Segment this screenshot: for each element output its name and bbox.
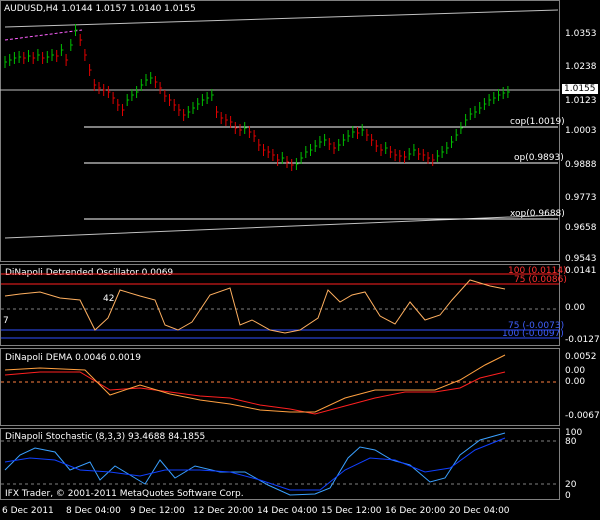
- osc-band-label: 75 (0.0086): [514, 275, 567, 285]
- osc-axis-label: 0.00: [565, 303, 586, 313]
- dema-axis-label: -0.0067: [565, 411, 600, 421]
- price-axis-label: 1.0003: [565, 126, 597, 136]
- dema-pane[interactable]: [0, 348, 560, 426]
- stoch-axis-label: 100: [565, 428, 583, 438]
- stoch-k-line: [4, 432, 506, 496]
- channel-line: [4, 9, 559, 28]
- osc-band-label: 100 (-0.0097): [502, 329, 564, 339]
- time-axis-label: 12 Dec 20:00: [193, 506, 254, 516]
- time-axis-label: 9 Dec 12:00: [130, 506, 185, 516]
- time-axis-label: 6 Dec 2011: [2, 506, 54, 516]
- dema-axis-label: 0.0052: [565, 352, 597, 362]
- time-axis-label: 15 Dec 12:00: [321, 506, 382, 516]
- dema-fast-line: [4, 354, 506, 413]
- stoch-d-line: [4, 437, 506, 491]
- level-label-op: op(0.9893): [514, 153, 564, 163]
- price-axis-label: 1.0238: [565, 62, 597, 72]
- copyright-text: IFX Trader, © 2001-2011 MetaQuotes Softw…: [5, 489, 244, 499]
- level-label-xop: xop(0.9688): [510, 209, 565, 219]
- price-pane[interactable]: [0, 0, 560, 262]
- dema-title: DiNapoli DEMA 0.0046 0.0019: [5, 353, 142, 363]
- stochastic-title: DiNapoli Stochastic (8,3,3) 93.4688 84.1…: [5, 432, 206, 442]
- time-axis-label: 8 Dec 04:00: [66, 506, 121, 516]
- dema-axis-label: 0.00: [565, 377, 586, 387]
- price-axis-label: 0.9658: [565, 223, 597, 233]
- price-axis-label: 0.9773: [565, 193, 597, 203]
- osc-marker-left: 7: [3, 316, 9, 326]
- symbol-info: AUDUSD,H4 1.0144 1.0157 1.0140 1.0155: [4, 4, 196, 14]
- time-axis-label: 20 Dec 04:00: [449, 506, 510, 516]
- osc-axis-label: 0.0141: [565, 266, 597, 276]
- oscillator-title: DiNapoli Detrended Oscillator 0.0069: [5, 268, 174, 278]
- price-axis-label: 0.9543: [565, 254, 597, 264]
- price-axis-label: 0.9888: [565, 160, 597, 170]
- time-axis-label: 14 Dec 04:00: [257, 506, 318, 516]
- osc-axis-label: -0.0127: [565, 335, 600, 345]
- price-axis-label: 1.0353: [565, 29, 597, 39]
- time-axis-label: 16 Dec 20:00: [385, 506, 446, 516]
- osc-band-label: 75 (-0.0073): [508, 321, 565, 331]
- trend-dash: [4, 29, 83, 41]
- osc-marker-mid: 42: [103, 294, 115, 304]
- dema-slow-line: [4, 371, 506, 415]
- current-price-marker: 1.0155: [562, 84, 598, 94]
- dema-axis-label: 0.00: [565, 366, 586, 376]
- stoch-axis-label: 20: [565, 480, 577, 490]
- oscillator-line: [4, 279, 506, 334]
- channel-line: [4, 214, 559, 239]
- stoch-axis-label: 0: [565, 491, 571, 501]
- stoch-axis-label: 80: [565, 437, 577, 447]
- price-axis-label: 1.0123: [565, 96, 597, 106]
- oscillator-pane[interactable]: [0, 264, 560, 346]
- stochastic-pane[interactable]: [0, 428, 560, 500]
- osc-band-label: 100 (0.0114): [508, 266, 567, 276]
- level-label-cop: cop(1.0019): [510, 117, 565, 127]
